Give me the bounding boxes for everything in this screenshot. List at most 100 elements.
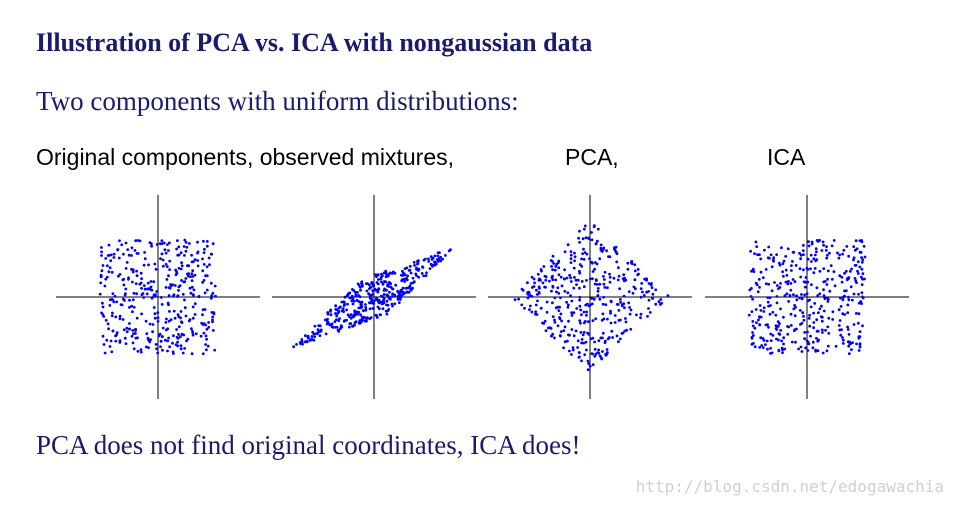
scatter-point <box>615 260 619 264</box>
scatter-point <box>359 288 362 292</box>
scatter-point <box>389 282 392 286</box>
scatter-point <box>623 276 626 280</box>
scatter-point <box>812 321 816 324</box>
scatter-point <box>771 310 775 314</box>
scatter-point <box>779 329 783 332</box>
scatter-point <box>840 328 843 331</box>
scatter-point <box>211 315 215 319</box>
scatter-point <box>189 275 193 278</box>
scatter-point <box>132 332 135 336</box>
scatter-point <box>751 267 755 271</box>
scatter-point <box>148 340 152 344</box>
scatter-point <box>598 282 602 286</box>
scatter-point <box>810 242 814 246</box>
scatter-point <box>636 273 640 277</box>
scatter-point <box>534 303 538 307</box>
scatter-point <box>771 258 775 262</box>
scatter-point <box>849 285 853 289</box>
scatter-point <box>131 280 134 284</box>
scatter-point <box>863 255 867 259</box>
scatter-point <box>768 256 771 260</box>
scatter-point <box>594 352 598 356</box>
scatter-point <box>618 287 621 291</box>
scatter-point <box>809 334 812 338</box>
scatter-point <box>618 337 622 341</box>
scatter-point <box>579 308 583 312</box>
scatter-point <box>628 312 632 316</box>
scatter-point <box>750 342 754 346</box>
scatter-point <box>640 282 644 285</box>
scatter-point <box>422 274 426 278</box>
scatter-point <box>575 283 578 286</box>
scatter-point <box>162 241 166 245</box>
scatter-point <box>783 347 787 351</box>
scatter-point <box>106 322 110 326</box>
scatter-point <box>150 296 154 300</box>
scatter-point <box>816 329 820 333</box>
scatter-point <box>860 267 864 271</box>
scatter-point <box>775 301 779 305</box>
scatter-point <box>803 285 807 289</box>
scatter-point <box>149 338 153 341</box>
scatter-point <box>201 269 205 273</box>
scatter-point <box>334 312 337 315</box>
scatter-point <box>584 236 588 240</box>
scatter-point <box>191 333 195 337</box>
scatter-point <box>556 261 560 265</box>
scatter-point <box>168 286 172 290</box>
scatter-point <box>822 243 825 247</box>
scatter-point <box>832 270 836 273</box>
scatter-point <box>340 309 344 313</box>
scatter-point <box>747 313 751 317</box>
scatter-point <box>563 340 567 344</box>
watermark: http://blog.csdn.net/edogawachia <box>635 477 944 496</box>
scatter-point <box>610 329 614 333</box>
scatter-point <box>399 289 403 292</box>
scatter-point <box>841 338 845 342</box>
scatter-point <box>569 280 573 283</box>
scatter-point <box>861 258 865 261</box>
scatter-point <box>778 333 782 336</box>
scatter-point <box>164 286 168 289</box>
scatter-point <box>212 311 216 314</box>
scatter-point <box>860 291 864 295</box>
scatter-point <box>179 347 183 351</box>
scatter-point <box>391 287 395 291</box>
scatter-point <box>613 314 617 317</box>
scatter-point <box>629 327 633 331</box>
scatter-point <box>609 321 613 325</box>
scatter-point <box>370 293 374 296</box>
scatter-point <box>526 296 530 300</box>
caption-ica: ICA <box>767 144 806 170</box>
scatter-point <box>801 311 805 315</box>
scatter-point <box>193 302 197 306</box>
scatter-point <box>857 292 860 296</box>
scatter-point <box>777 338 780 342</box>
scatter-point <box>789 288 793 292</box>
scatter-point <box>639 312 643 316</box>
scatter-point <box>629 261 633 264</box>
scatter-point <box>647 282 651 285</box>
scatter-point <box>847 333 851 336</box>
scatter-point <box>517 297 520 301</box>
scatter-point <box>852 323 856 326</box>
scatter-point <box>161 348 164 352</box>
scatter-point <box>827 316 831 320</box>
scatter-point <box>399 298 402 301</box>
scatter-point <box>855 281 858 284</box>
scatter-point <box>122 328 126 332</box>
scatter-point <box>585 279 588 282</box>
scatter-point <box>141 292 145 295</box>
scatter-point <box>109 259 113 263</box>
scatter-point <box>820 249 824 252</box>
scatter-point <box>790 269 793 272</box>
scatter-point <box>853 264 857 267</box>
scatter-point <box>310 335 314 338</box>
scatter-point <box>185 245 189 249</box>
scatter-point <box>213 284 217 288</box>
scatter-point <box>567 319 570 323</box>
scatter-point <box>804 276 808 279</box>
scatter-point <box>542 322 546 325</box>
scatter-point <box>436 251 440 255</box>
